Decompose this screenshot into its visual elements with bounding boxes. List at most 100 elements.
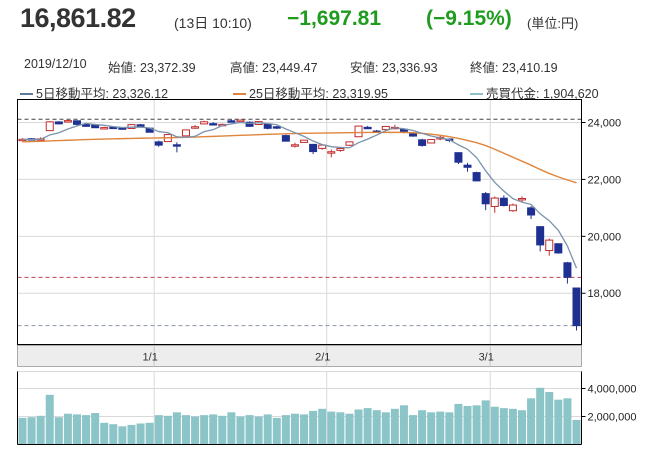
volume-bar bbox=[563, 398, 572, 445]
candle-body bbox=[336, 148, 345, 151]
volume-bar bbox=[54, 417, 63, 445]
volume-bar bbox=[154, 415, 163, 445]
price-axis-label: 20,000 bbox=[588, 231, 622, 243]
ma25-legend: 25日移動平均: 23,319.95 bbox=[233, 83, 388, 102]
candle-body bbox=[572, 287, 581, 327]
candle-body bbox=[181, 129, 190, 137]
volume-bar bbox=[418, 410, 427, 445]
candle-body bbox=[290, 144, 299, 147]
volume-bar bbox=[91, 413, 100, 445]
volume-bar bbox=[209, 414, 218, 445]
candle-body bbox=[527, 207, 536, 216]
candle-body bbox=[463, 164, 472, 168]
candle-body bbox=[481, 193, 490, 205]
candle-body bbox=[272, 126, 281, 129]
volume-bar bbox=[45, 394, 54, 445]
volume-bar bbox=[527, 398, 536, 445]
x-axis-label: 2/1 bbox=[315, 352, 330, 364]
volume-bar bbox=[272, 417, 281, 445]
high-value: 高値: 23,449.47 bbox=[230, 61, 318, 75]
volume-bar bbox=[136, 423, 145, 445]
price-axis-label: 22,000 bbox=[588, 174, 622, 186]
volume-bar bbox=[463, 406, 472, 445]
volume-bar bbox=[318, 408, 327, 445]
candle-body bbox=[54, 121, 63, 125]
volume-bar bbox=[172, 412, 181, 445]
volume-bar bbox=[436, 411, 445, 445]
candle-body bbox=[236, 119, 245, 123]
volume-bar bbox=[300, 414, 309, 445]
close-value: 終値: 23,410.19 bbox=[470, 61, 558, 75]
volume-bar bbox=[390, 408, 399, 445]
volume-bar bbox=[472, 405, 481, 445]
volume-bar bbox=[281, 415, 290, 445]
candle-body bbox=[309, 143, 318, 153]
candle-body bbox=[281, 135, 290, 142]
candle-body bbox=[490, 197, 499, 207]
volume-bar bbox=[381, 412, 390, 445]
candle-body bbox=[545, 239, 554, 252]
volume-bar bbox=[27, 417, 36, 445]
candle-body bbox=[554, 243, 563, 254]
volume-bar bbox=[100, 422, 109, 445]
ma25-legend-swatch bbox=[233, 92, 246, 95]
candle-body bbox=[499, 197, 508, 207]
volume-bar bbox=[63, 413, 72, 445]
current-price: 16,861.82 bbox=[20, 3, 136, 33]
volume-bar bbox=[499, 408, 508, 445]
volume-bar bbox=[545, 392, 554, 445]
ma5-legend-swatch bbox=[20, 92, 33, 95]
candle-body bbox=[563, 262, 572, 278]
price-change-percent: (−9.15%) bbox=[426, 7, 512, 30]
volume-bar bbox=[218, 415, 227, 445]
volume-bar bbox=[427, 412, 436, 445]
volume-bar bbox=[508, 408, 517, 445]
candle-body bbox=[454, 152, 463, 163]
candle-body bbox=[472, 172, 481, 182]
volume-bar bbox=[554, 399, 563, 445]
price-change: −1,697.81 bbox=[287, 7, 382, 30]
volume-bar bbox=[327, 411, 336, 445]
volume-bar bbox=[227, 412, 236, 445]
volume-axis-label: 4,000,000 bbox=[588, 384, 637, 396]
volume-bar bbox=[445, 412, 454, 445]
candle-body bbox=[100, 127, 109, 130]
volume-bar bbox=[490, 406, 499, 445]
volume-bar bbox=[572, 420, 581, 445]
x-axis-label: 1/1 bbox=[143, 352, 158, 364]
volume-bar bbox=[536, 387, 545, 445]
volume-bar bbox=[518, 410, 527, 445]
volume-bar bbox=[245, 415, 254, 445]
candle-body bbox=[200, 121, 209, 125]
candle-body bbox=[45, 121, 54, 132]
volume-bar bbox=[309, 410, 318, 445]
candle-body bbox=[245, 121, 254, 127]
volume-bar bbox=[72, 414, 81, 445]
volume-bar bbox=[181, 415, 190, 445]
quote-time: (13日 10:10) bbox=[174, 15, 252, 31]
price-axis-label: 24,000 bbox=[588, 117, 622, 129]
volume-bar bbox=[36, 415, 45, 445]
volume-bar bbox=[345, 413, 354, 445]
volume-bar bbox=[109, 424, 118, 445]
volume-bar bbox=[163, 415, 172, 445]
candle-body bbox=[536, 226, 545, 246]
volume-bar bbox=[254, 416, 263, 445]
open-value: 始値: 23,372.39 bbox=[108, 61, 196, 75]
volume-bar bbox=[481, 400, 490, 445]
ma5-line bbox=[22, 121, 578, 269]
candle-body bbox=[72, 120, 81, 125]
candle-body bbox=[418, 139, 427, 146]
volume-bar bbox=[336, 412, 345, 445]
candle-body bbox=[354, 125, 363, 138]
volume-bar bbox=[354, 409, 363, 445]
candle-body bbox=[427, 139, 436, 144]
volume-bar bbox=[290, 413, 299, 445]
volume-bar bbox=[399, 405, 408, 445]
turnover-legend-swatch bbox=[470, 92, 483, 95]
candle-body bbox=[300, 139, 309, 143]
ma5-legend: 5日移動平均: 23,326.12 bbox=[20, 83, 168, 102]
price-axis-label: 18,000 bbox=[588, 288, 622, 300]
candle-body bbox=[227, 120, 236, 123]
